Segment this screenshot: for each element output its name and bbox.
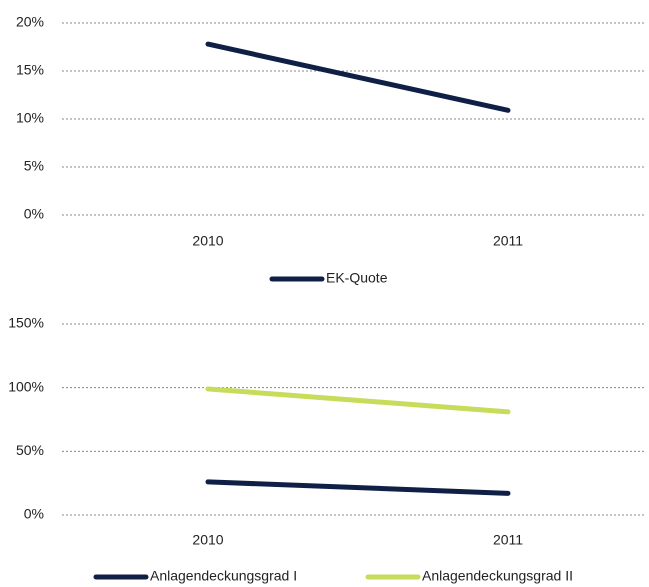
legend-label: Anlagendeckungsgrad II — [422, 568, 573, 584]
x-tick-label: 2010 — [192, 532, 223, 548]
x-tick-label: 2010 — [192, 233, 223, 249]
y-tick-label: 0% — [24, 506, 44, 522]
legend-label: EK-Quote — [326, 270, 388, 286]
y-tick-label: 50% — [16, 442, 44, 458]
series-line — [205, 41, 511, 113]
series-line — [205, 386, 511, 415]
legend-label: Anlagendeckungsgrad I — [150, 568, 297, 584]
y-tick-label: 150% — [8, 315, 44, 331]
x-tick-label: 2011 — [493, 532, 523, 548]
x-tick-label: 2011 — [493, 233, 523, 249]
y-tick-label: 0% — [24, 206, 44, 222]
y-tick-label: 100% — [8, 378, 44, 394]
y-tick-label: 15% — [16, 62, 44, 78]
y-tick-label: 20% — [16, 14, 44, 30]
y-tick-label: 5% — [24, 158, 44, 174]
y-tick-label: 10% — [16, 110, 44, 126]
series-line — [205, 479, 511, 496]
